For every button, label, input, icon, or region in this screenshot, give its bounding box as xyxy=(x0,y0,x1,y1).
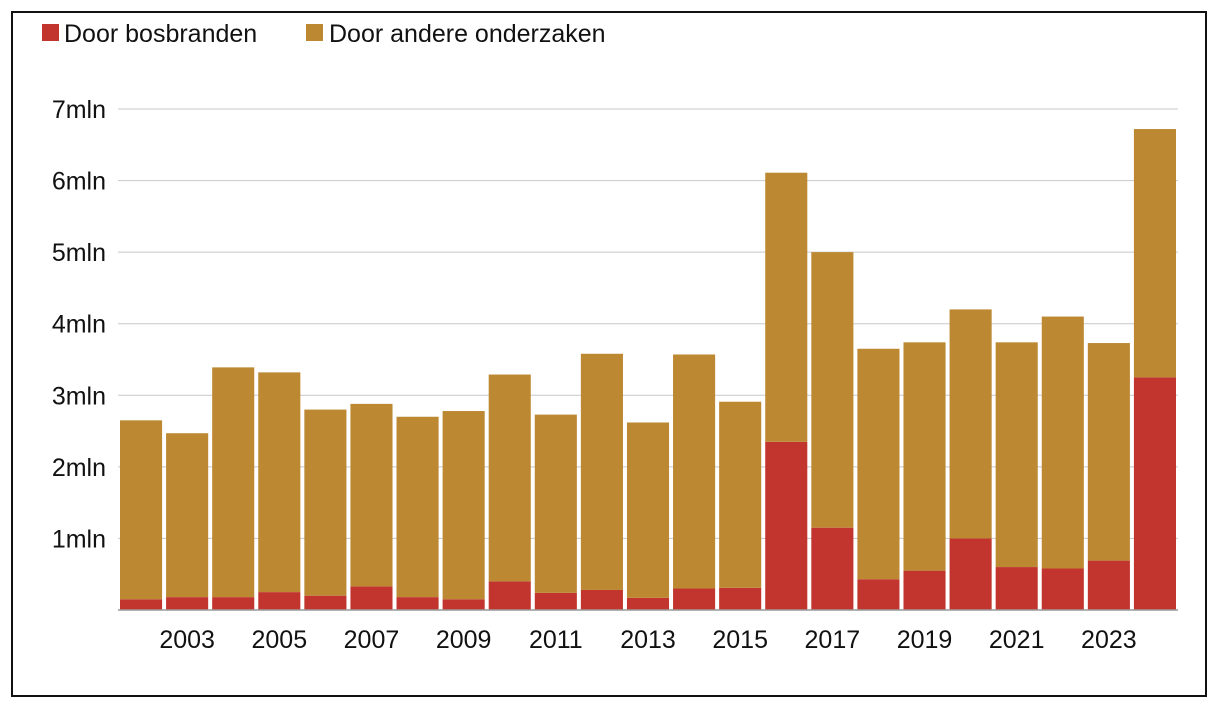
bar-bosbranden-2002 xyxy=(120,599,163,610)
bar-andere-2010 xyxy=(488,374,531,582)
bar-bosbranden-2005 xyxy=(258,592,301,610)
bar-andere-2007 xyxy=(350,403,393,587)
bar-andere-2006 xyxy=(304,409,347,596)
y-tick-label: 4mln xyxy=(52,311,106,339)
bar-andere-2015 xyxy=(719,401,762,588)
x-tick-label: 2015 xyxy=(712,626,768,654)
bar-andere-2016 xyxy=(765,172,808,442)
bar-andere-2018 xyxy=(857,348,900,580)
legend-label-andere: Door andere onderzaken xyxy=(329,20,606,48)
y-axis-tick-labels: 1mln 2mln 3mln 4mln 5mln 6mln 7mln xyxy=(52,96,106,553)
bar-bosbranden-2015 xyxy=(719,587,762,610)
bar-bosbranden-2020 xyxy=(949,538,992,610)
bar-andere-2004 xyxy=(212,367,255,598)
bar-bosbranden-2012 xyxy=(580,589,623,610)
x-tick-label: 2003 xyxy=(159,626,215,654)
bar-bosbranden-2004 xyxy=(212,597,255,610)
y-tick-label: 6mln xyxy=(52,168,106,196)
bar-bosbranden-2014 xyxy=(673,588,716,610)
x-tick-label: 2019 xyxy=(897,626,953,654)
bar-bosbranden-2013 xyxy=(626,597,670,610)
bar-bosbranden-2017 xyxy=(811,527,854,610)
x-tick-label: 2021 xyxy=(989,626,1045,654)
bar-andere-2021 xyxy=(995,342,1038,568)
bar-bosbranden-2003 xyxy=(166,597,209,610)
bar-bosbranden-2016 xyxy=(765,441,808,610)
x-axis-tick-labels: 2003 2005 2007 2009 2011 2013 2015 2017 2019 2021… xyxy=(159,626,1136,654)
bar-andere-2002 xyxy=(120,420,163,600)
bar-andere-2019 xyxy=(903,342,946,571)
x-tick-label: 2013 xyxy=(620,626,676,654)
bar-bosbranden-2006 xyxy=(304,595,347,610)
bar-andere-2022 xyxy=(1041,316,1084,569)
x-tick-label: 2023 xyxy=(1081,626,1137,654)
bar-bosbranden-2010 xyxy=(488,581,531,610)
x-tick-label: 2009 xyxy=(436,626,492,654)
bar-andere-2014 xyxy=(673,354,716,589)
bar-bosbranden-2018 xyxy=(857,579,900,610)
y-tick-label: 3mln xyxy=(52,382,106,410)
bar-andere-2017 xyxy=(811,252,854,528)
x-tick-label: 2007 xyxy=(344,626,400,654)
legend-swatch-bosbranden xyxy=(42,24,59,41)
bar-bosbranden-2022 xyxy=(1041,568,1084,610)
bar-andere-2012 xyxy=(580,353,623,590)
bar-andere-2005 xyxy=(258,372,301,593)
bars xyxy=(120,129,1176,610)
bar-bosbranden-2007 xyxy=(350,586,393,610)
bar-bosbranden-2024 xyxy=(1133,377,1176,610)
bar-andere-2023 xyxy=(1087,343,1130,561)
legend: Door bosbranden Door andere onderzaken xyxy=(42,20,606,48)
bar-andere-2011 xyxy=(534,414,577,593)
bar-bosbranden-2023 xyxy=(1087,560,1130,610)
bar-bosbranden-2008 xyxy=(396,597,439,610)
bar-andere-2003 xyxy=(166,433,209,598)
y-tick-label: 1mln xyxy=(52,525,106,553)
bar-andere-2013 xyxy=(626,422,670,598)
x-tick-label: 2011 xyxy=(529,626,583,654)
bar-bosbranden-2009 xyxy=(442,599,485,610)
y-tick-label: 2mln xyxy=(52,454,106,482)
bar-andere-2020 xyxy=(949,309,992,539)
x-tick-label: 2005 xyxy=(251,626,307,654)
legend-swatch-andere xyxy=(306,24,323,41)
legend-label-bosbranden: Door bosbranden xyxy=(64,20,257,48)
y-tick-label: 7mln xyxy=(52,96,106,124)
x-tick-label: 2017 xyxy=(805,626,861,654)
bar-andere-2024 xyxy=(1133,129,1176,378)
bar-andere-2008 xyxy=(396,416,439,598)
bar-bosbranden-2019 xyxy=(903,570,946,610)
bar-andere-2009 xyxy=(442,411,485,600)
y-tick-label: 5mln xyxy=(52,239,106,267)
bar-bosbranden-2021 xyxy=(995,567,1038,610)
bar-bosbranden-2011 xyxy=(534,592,577,610)
